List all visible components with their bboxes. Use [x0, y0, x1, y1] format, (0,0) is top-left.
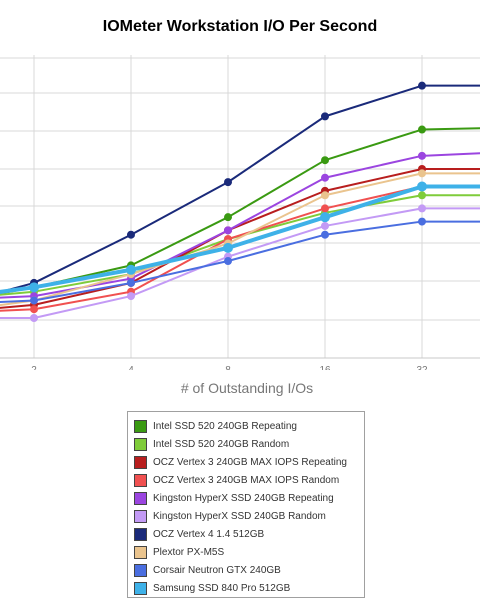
legend-label: OCZ Vertex 3 240GB MAX IOPS Repeating	[153, 456, 347, 468]
x-tick-label: 2	[31, 365, 37, 370]
legend-item: Intel SSD 520 240GB Repeating	[128, 417, 364, 435]
data-point	[418, 204, 426, 213]
data-point	[127, 278, 135, 287]
plot-area: 2 4 8 16 32	[0, 55, 480, 370]
data-point	[417, 181, 427, 192]
legend-swatch	[134, 473, 147, 487]
data-point	[224, 226, 232, 235]
legend-item: Plextor PX-M5S	[128, 543, 364, 561]
legend-label: Kingston HyperX SSD 240GB Random	[153, 510, 326, 522]
legend-swatch	[134, 563, 147, 577]
data-point	[418, 217, 426, 226]
data-point	[223, 242, 233, 253]
legend: Intel SSD 520 240GB Repeating Intel SSD 5…	[127, 411, 365, 598]
series-line	[0, 127, 480, 295]
legend-item: OCZ Vertex 4 1.4 512GB	[128, 525, 364, 543]
legend-swatch	[134, 491, 147, 505]
legend-label: Plextor PX-M5S	[153, 546, 225, 558]
data-point	[321, 204, 329, 213]
x-axis-label: # of Outstanding I/Os	[180, 380, 314, 396]
data-point	[321, 191, 329, 200]
legend-label: OCZ Vertex 4 1.4 512GB	[153, 528, 265, 540]
data-point	[30, 314, 38, 322]
data-point	[30, 296, 38, 305]
legend-swatch	[134, 545, 147, 559]
x-tick-label: 8	[225, 365, 231, 370]
data-point	[418, 81, 426, 90]
data-point	[126, 264, 136, 275]
data-point	[418, 151, 426, 160]
data-point	[30, 305, 38, 314]
data-point	[321, 230, 329, 239]
legend-item: OCZ Vertex 3 240GB MAX IOPS Random	[128, 471, 364, 489]
data-point	[29, 282, 39, 293]
legend-swatch	[134, 581, 147, 595]
legend-item: Corsair Neutron GTX 240GB	[128, 561, 364, 579]
data-point	[321, 221, 329, 230]
data-point	[320, 212, 330, 223]
data-point	[418, 169, 426, 178]
chart-title: IOMeter Workstation I/O Per Second	[102, 18, 378, 35]
legend-label: Kingston HyperX SSD 240GB Repeating	[153, 492, 334, 504]
legend-swatch	[134, 509, 147, 523]
data-point	[321, 173, 329, 182]
data-point	[224, 257, 232, 266]
x-tick-label: 4	[128, 365, 134, 370]
legend-item: Kingston HyperX SSD 240GB Repeating	[128, 489, 364, 507]
legend-swatch	[134, 419, 147, 433]
data-point	[224, 178, 232, 187]
legend-item: OCZ Vertex 3 240GB MAX IOPS Repeating	[128, 453, 364, 471]
data-point	[127, 292, 135, 301]
data-point	[127, 230, 135, 239]
legend-item: Samsung SSD 840 Pro 512GB	[128, 579, 364, 597]
legend-label: OCZ Vertex 3 240GB MAX IOPS Random	[153, 474, 340, 486]
legend-label: Corsair Neutron GTX 240GB	[153, 564, 281, 576]
x-tick-label: 16	[319, 365, 331, 370]
x-tick-label: 32	[416, 365, 428, 370]
data-point	[224, 213, 232, 222]
legend-label: Intel SSD 520 240GB Repeating	[153, 420, 297, 432]
data-point	[418, 125, 426, 134]
legend-label: Intel SSD 520 240GB Random	[153, 438, 290, 450]
legend-label: Samsung SSD 840 Pro 512GB	[153, 582, 291, 594]
legend-item: Kingston HyperX SSD 240GB Random	[128, 507, 364, 525]
legend-swatch	[134, 437, 147, 451]
legend-swatch	[134, 527, 147, 541]
legend-item: Intel SSD 520 240GB Random	[128, 435, 364, 453]
data-point	[418, 191, 426, 200]
legend-swatch	[134, 455, 147, 469]
data-point	[321, 156, 329, 165]
data-point	[321, 112, 329, 121]
